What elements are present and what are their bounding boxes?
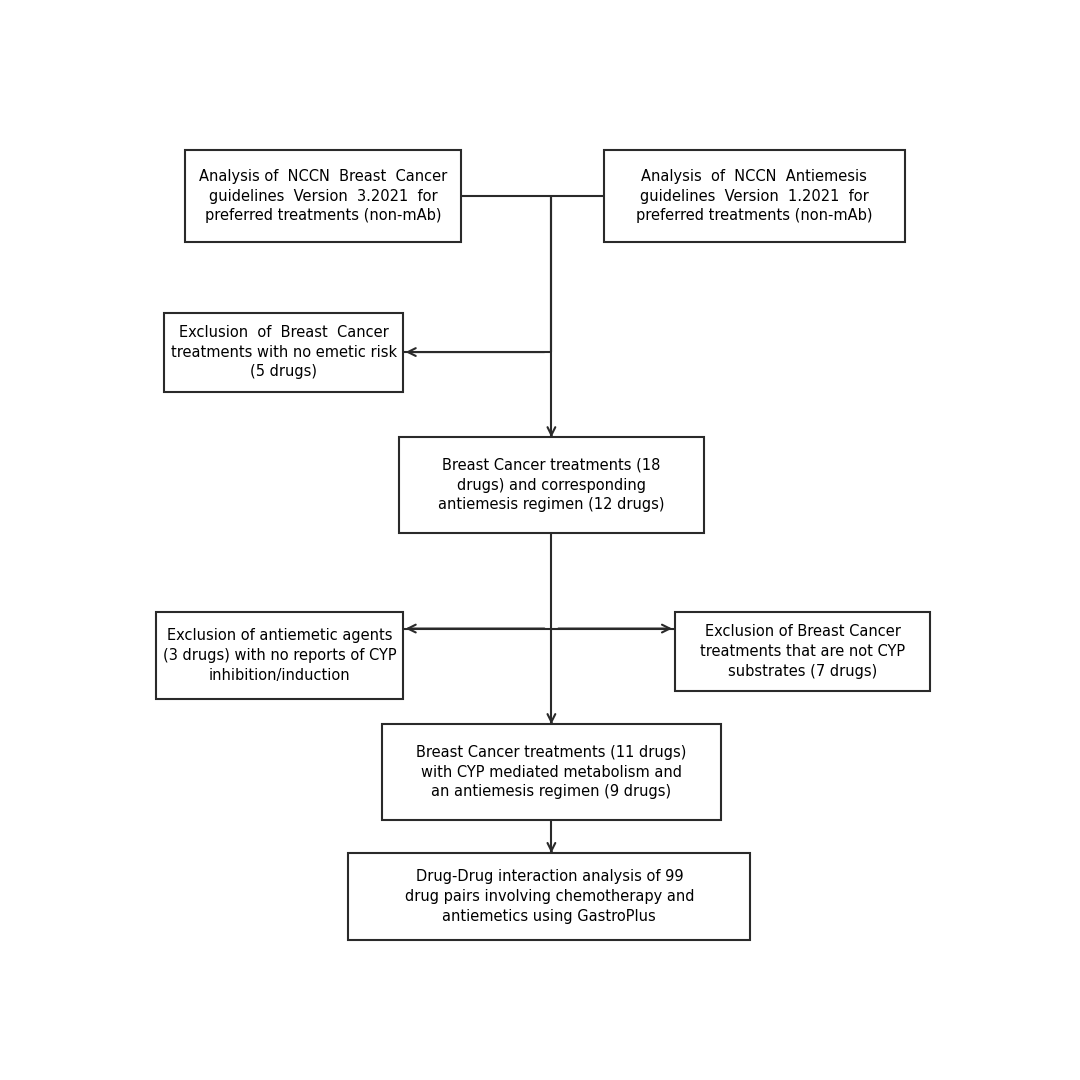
FancyBboxPatch shape <box>399 437 704 532</box>
Text: Analysis of  NCCN  Breast  Cancer
guidelines  Version  3.2021  for
preferred tre: Analysis of NCCN Breast Cancer guideline… <box>199 168 447 224</box>
Text: Breast Cancer treatments (18
drugs) and corresponding
antiemesis regimen (12 dru: Breast Cancer treatments (18 drugs) and … <box>438 458 664 512</box>
Text: Analysis  of  NCCN  Antiemesis
guidelines  Version  1.2021  for
preferred treatm: Analysis of NCCN Antiemesis guidelines V… <box>636 168 873 224</box>
Text: Breast Cancer treatments (11 drugs)
with CYP mediated metabolism and
an antiemes: Breast Cancer treatments (11 drugs) with… <box>416 745 687 799</box>
Text: Exclusion  of  Breast  Cancer
treatments with no emetic risk
(5 drugs): Exclusion of Breast Cancer treatments wi… <box>171 325 396 379</box>
Text: Exclusion of Breast Cancer
treatments that are not CYP
substrates (7 drugs): Exclusion of Breast Cancer treatments th… <box>700 624 905 678</box>
FancyBboxPatch shape <box>349 853 751 941</box>
FancyBboxPatch shape <box>156 612 403 699</box>
FancyBboxPatch shape <box>186 150 461 242</box>
FancyBboxPatch shape <box>604 150 905 242</box>
Text: Drug-Drug interaction analysis of 99
drug pairs involving chemotherapy and
antie: Drug-Drug interaction analysis of 99 dru… <box>405 869 694 924</box>
FancyBboxPatch shape <box>382 725 721 820</box>
FancyBboxPatch shape <box>164 312 403 392</box>
FancyBboxPatch shape <box>675 612 930 691</box>
Text: Exclusion of antiemetic agents
(3 drugs) with no reports of CYP
inhibition/induc: Exclusion of antiemetic agents (3 drugs)… <box>163 629 396 683</box>
